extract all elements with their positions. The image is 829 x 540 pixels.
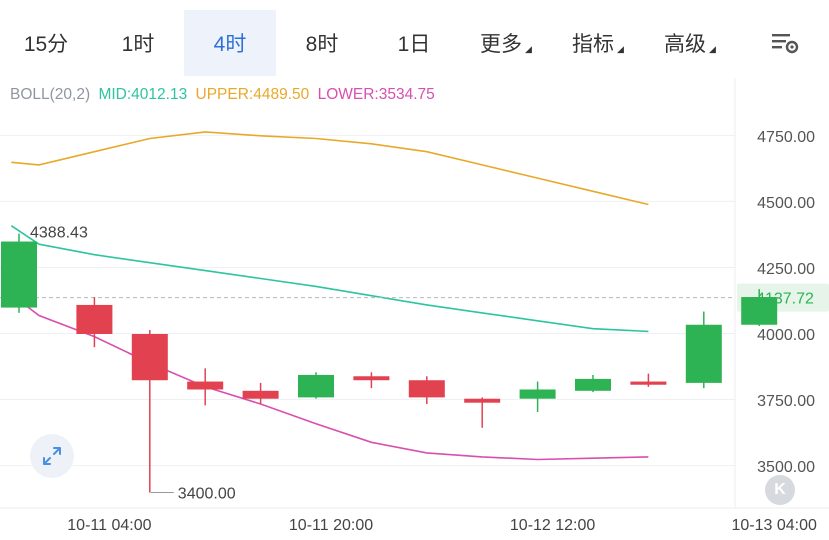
x-tick-label: 10-12 12:00 <box>510 517 596 534</box>
y-tick-label: 4500.00 <box>757 195 815 212</box>
candle-body <box>187 381 224 390</box>
y-tick-label: 3750.00 <box>757 393 815 410</box>
tab-indicators[interactable]: 指标 ◢ <box>552 10 644 76</box>
x-tick-label: 10-13 04:00 <box>731 517 817 534</box>
y-tick-label: 4000.00 <box>757 327 815 344</box>
tab-label: 4时 <box>213 33 247 56</box>
boll-mid-line <box>10 225 649 333</box>
tab-label: 1时 <box>121 33 155 56</box>
candle-body <box>76 304 113 334</box>
candle-body <box>242 390 279 399</box>
max-price-label: 4388.43 <box>30 224 88 241</box>
candle-body <box>408 380 445 398</box>
expand-icon[interactable] <box>30 434 74 478</box>
dropdown-triangle-icon: ◢ <box>617 43 624 54</box>
kline-logo-icon[interactable]: K <box>765 475 795 505</box>
candle-body <box>685 324 722 383</box>
dropdown-triangle-icon: ◢ <box>709 43 716 54</box>
candle-body <box>630 381 667 385</box>
boll-upper: UPPER:4489.50 <box>195 86 310 103</box>
tab-label: 指标 <box>572 33 615 56</box>
tab-8h[interactable]: 8时 <box>276 10 368 76</box>
boll-indicator-legend: BOLL(20,2) MID:4012.13 UPPER:4489.50 LOW… <box>10 86 439 104</box>
y-tick-label: 4750.00 <box>757 129 815 146</box>
candle-body <box>741 297 778 325</box>
candle-body <box>353 376 390 381</box>
candle-body <box>464 398 501 403</box>
tab-more[interactable]: 更多 ◢ <box>460 10 552 76</box>
tab-label: 高级 <box>664 33 707 56</box>
timeframe-tab-bar: 15分 1时 4时 8时 1日 更多 ◢ 指标 ◢ 高级 ◢ <box>0 0 829 78</box>
candle-body <box>575 378 611 391</box>
y-tick-label: 4250.00 <box>757 261 815 278</box>
chart-settings-icon[interactable] <box>771 28 801 58</box>
min-price-label: 3400.00 <box>178 486 236 503</box>
tab-advanced[interactable]: 高级 ◢ <box>644 10 736 76</box>
tab-1h[interactable]: 1时 <box>92 10 184 76</box>
boll-mid: MID:4012.13 <box>98 86 188 103</box>
x-tick-label: 10-11 20:00 <box>289 517 373 534</box>
dropdown-triangle-icon: ◢ <box>525 43 532 54</box>
boll-name: BOLL(20,2) <box>10 86 91 103</box>
tab-15min[interactable]: 15分 <box>0 10 92 76</box>
y-tick-label: 3500.00 <box>757 459 815 476</box>
tab-4h[interactable]: 4时 <box>184 10 276 76</box>
boll-lower: LOWER:3534.75 <box>317 86 435 103</box>
candlestick-chart[interactable]: 4750.00 4500.00 4250.00 4000.00 3750.00 3500.… <box>0 78 829 540</box>
tab-label: 8时 <box>305 33 339 56</box>
tab-label: 15分 <box>23 33 69 56</box>
candle-body <box>1 241 37 308</box>
tab-label: 1日 <box>397 33 431 56</box>
candle-body <box>519 389 556 399</box>
candle-body <box>298 374 334 398</box>
tab-label: 更多 <box>480 33 523 56</box>
boll-upper-line <box>11 131 649 206</box>
candle-body <box>131 334 168 381</box>
tab-1d[interactable]: 1日 <box>368 10 460 76</box>
x-tick-label: 10-11 04:00 <box>67 517 151 534</box>
